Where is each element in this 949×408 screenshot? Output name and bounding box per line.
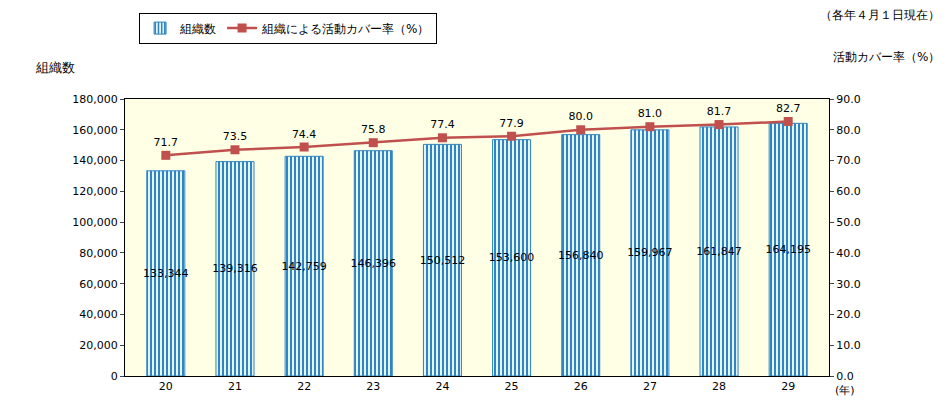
svg-text:10.0: 10.0: [836, 339, 861, 352]
svg-text:70.0: 70.0: [836, 154, 861, 167]
svg-text:139,316: 139,316: [212, 262, 258, 275]
svg-text:60,000: 60,000: [79, 278, 118, 291]
svg-text:組織数: 組織数: [35, 60, 75, 75]
svg-text:活動カバー率（%）: 活動カバー率（%）: [833, 50, 940, 64]
svg-text:74.4: 74.4: [292, 128, 317, 141]
svg-text:29: 29: [781, 380, 795, 393]
svg-text:120,000: 120,000: [72, 185, 118, 198]
svg-text:40.0: 40.0: [836, 247, 861, 260]
svg-text:159,967: 159,967: [627, 246, 673, 259]
svg-text:82.7: 82.7: [776, 102, 801, 115]
svg-text:146,396: 146,396: [351, 257, 397, 270]
svg-text:26: 26: [574, 380, 588, 393]
svg-text:組織による活動カバー率（%）: 組織による活動カバー率（%）: [261, 22, 429, 36]
svg-text:140,000: 140,000: [72, 154, 118, 167]
svg-text:50.0: 50.0: [836, 216, 861, 229]
svg-text:20.0: 20.0: [836, 308, 861, 321]
svg-text:80.0: 80.0: [568, 110, 593, 123]
svg-text:160,000: 160,000: [72, 124, 118, 137]
svg-text:22: 22: [297, 380, 311, 393]
svg-text:142,759: 142,759: [281, 260, 327, 273]
svg-text:0: 0: [111, 370, 118, 383]
svg-text:133,344: 133,344: [143, 267, 189, 280]
svg-text:0.0: 0.0: [836, 370, 854, 383]
svg-text:23: 23: [366, 380, 380, 393]
svg-text:28: 28: [712, 380, 726, 393]
svg-text:180,000: 180,000: [72, 93, 118, 106]
svg-text:161,847: 161,847: [696, 245, 742, 258]
svg-text:30.0: 30.0: [836, 278, 861, 291]
svg-text:150,512: 150,512: [420, 254, 466, 267]
svg-text:81.7: 81.7: [707, 105, 732, 118]
svg-text:80,000: 80,000: [79, 247, 118, 260]
svg-text:73.5: 73.5: [223, 130, 248, 143]
svg-text:20,000: 20,000: [79, 339, 118, 352]
svg-text:40,000: 40,000: [79, 308, 118, 321]
svg-text:20: 20: [159, 380, 173, 393]
svg-text:80.0: 80.0: [836, 124, 861, 137]
svg-text:77.4: 77.4: [430, 118, 455, 131]
svg-text:77.9: 77.9: [499, 117, 523, 130]
svg-text:（各年４月１日現在）: （各年４月１日現在）: [820, 8, 940, 22]
svg-text:153,600: 153,600: [489, 251, 535, 264]
svg-text:60.0: 60.0: [836, 185, 861, 198]
svg-text:(年): (年): [835, 384, 855, 397]
svg-text:71.7: 71.7: [154, 136, 179, 149]
svg-text:81.0: 81.0: [638, 107, 663, 120]
svg-text:90.0: 90.0: [836, 93, 861, 106]
svg-text:100,000: 100,000: [72, 216, 118, 229]
svg-text:組織数: 組織数: [179, 22, 216, 36]
svg-text:25: 25: [505, 380, 519, 393]
svg-text:21: 21: [228, 380, 242, 393]
svg-text:24: 24: [435, 380, 449, 393]
svg-text:156,840: 156,840: [558, 249, 604, 262]
svg-text:164,195: 164,195: [765, 243, 811, 256]
svg-text:27: 27: [643, 380, 657, 393]
svg-text:75.8: 75.8: [361, 123, 386, 136]
